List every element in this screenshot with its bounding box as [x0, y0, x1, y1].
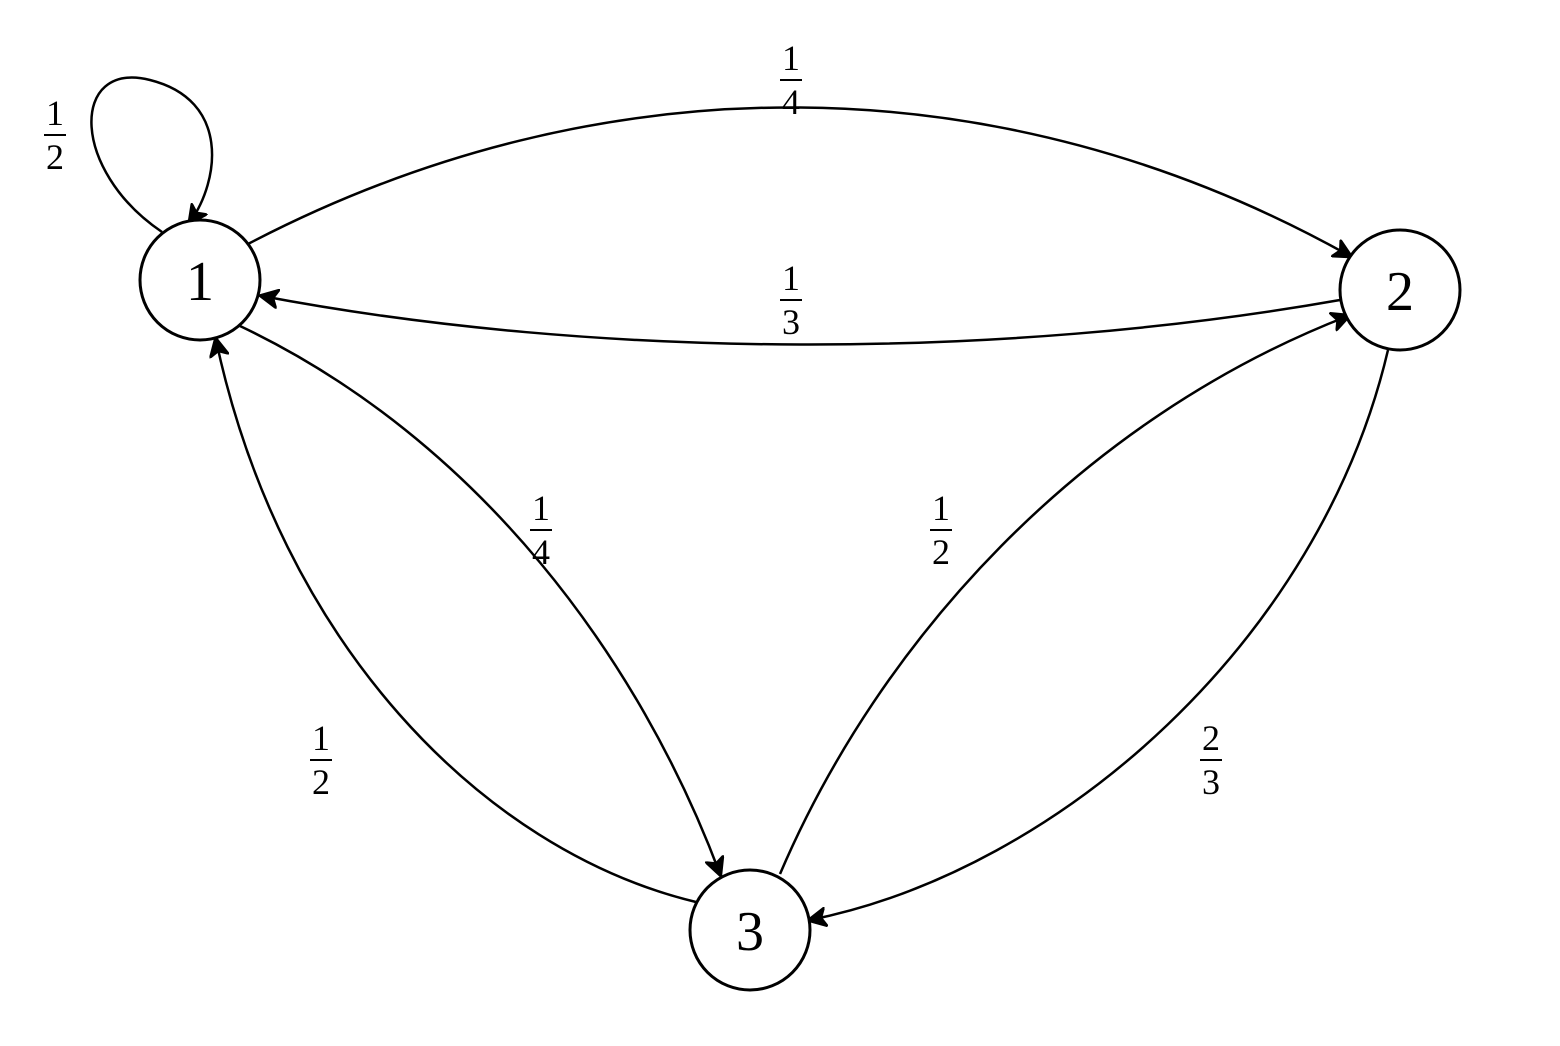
edge-1-2 — [248, 107, 1350, 256]
edge-label-1-2: 1 4 — [780, 40, 802, 120]
frac-bar — [930, 529, 952, 531]
node-2: 2 — [1340, 230, 1460, 350]
frac-bar — [780, 79, 802, 81]
frac-num: 1 — [44, 95, 66, 131]
frac-bar — [310, 759, 332, 761]
edge-label-3-2: 1 2 — [930, 490, 952, 570]
edge-label-2-1: 1 3 — [780, 260, 802, 340]
edge-label-1-1: 1 2 — [44, 95, 66, 175]
frac-num: 1 — [780, 40, 802, 76]
frac-num: 1 — [310, 720, 332, 756]
frac-num: 2 — [1200, 720, 1222, 756]
edge-label-1-3: 1 4 — [530, 490, 552, 570]
frac-bar — [530, 529, 552, 531]
markov-chain-diagram: 1 2 3 — [0, 0, 1560, 1046]
frac-num: 1 — [930, 490, 952, 526]
frac-den: 2 — [44, 139, 66, 175]
edge-1-1 — [91, 78, 212, 232]
frac-den: 3 — [1200, 764, 1222, 800]
edge-2-3 — [810, 350, 1388, 920]
edge-label-2-3: 2 3 — [1200, 720, 1222, 800]
frac-bar — [1200, 759, 1222, 761]
frac-num: 1 — [780, 260, 802, 296]
frac-num: 1 — [530, 490, 552, 526]
frac-bar — [780, 299, 802, 301]
frac-den: 3 — [780, 304, 802, 340]
frac-den: 4 — [780, 84, 802, 120]
node-1-label: 1 — [186, 251, 214, 313]
edge-label-3-1: 1 2 — [310, 720, 332, 800]
node-1: 1 — [140, 220, 260, 340]
frac-bar — [44, 134, 66, 136]
frac-den: 2 — [310, 764, 332, 800]
frac-den: 4 — [530, 534, 552, 570]
frac-den: 2 — [930, 534, 952, 570]
edge-3-2 — [780, 316, 1348, 874]
edge-3-1 — [216, 340, 696, 902]
node-3: 3 — [690, 870, 810, 990]
node-3-label: 3 — [736, 901, 764, 963]
node-2-label: 2 — [1386, 261, 1414, 323]
